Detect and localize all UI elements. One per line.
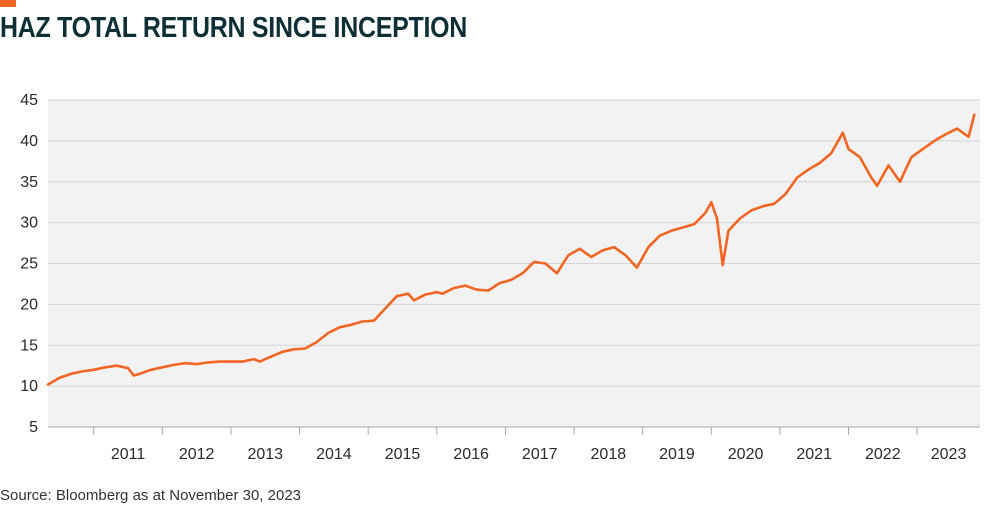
x-tick-label: 2023 [931, 446, 967, 463]
x-tick-label: 2019 [659, 446, 695, 463]
x-tick-label: 2020 [728, 446, 764, 463]
x-tick-label: 2022 [865, 446, 901, 463]
y-tick-label: 40 [20, 133, 38, 150]
y-tick-label: 45 [20, 92, 38, 109]
series-line [46, 113, 976, 386]
source-note: Source: Bloomberg as at November 30, 202… [0, 487, 302, 504]
title-accent-bar [0, 0, 16, 7]
x-tick-label: 2016 [453, 446, 489, 463]
y-tick-label: 15 [20, 337, 38, 354]
x-tick-label: 2012 [179, 446, 215, 463]
x-tick-label: 2021 [796, 446, 832, 463]
y-tick-label: 10 [20, 378, 38, 395]
y-tick-label: 30 [20, 215, 38, 232]
x-tick-label: 2015 [385, 446, 421, 463]
x-tick-label: 2011 [111, 446, 146, 463]
x-tick-label: 2014 [316, 446, 352, 463]
x-tick-label: 2013 [247, 446, 283, 463]
x-tick-label: 2018 [591, 446, 627, 463]
chart-title: HAZ TOTAL RETURN SINCE INCEPTION [0, 12, 468, 44]
y-tick-label: 20 [20, 296, 38, 313]
y-tick-label: 25 [20, 256, 38, 273]
x-tick-label: 2017 [522, 446, 558, 463]
y-tick-label: 5 [29, 419, 38, 436]
y-tick-label: 35 [20, 174, 38, 191]
